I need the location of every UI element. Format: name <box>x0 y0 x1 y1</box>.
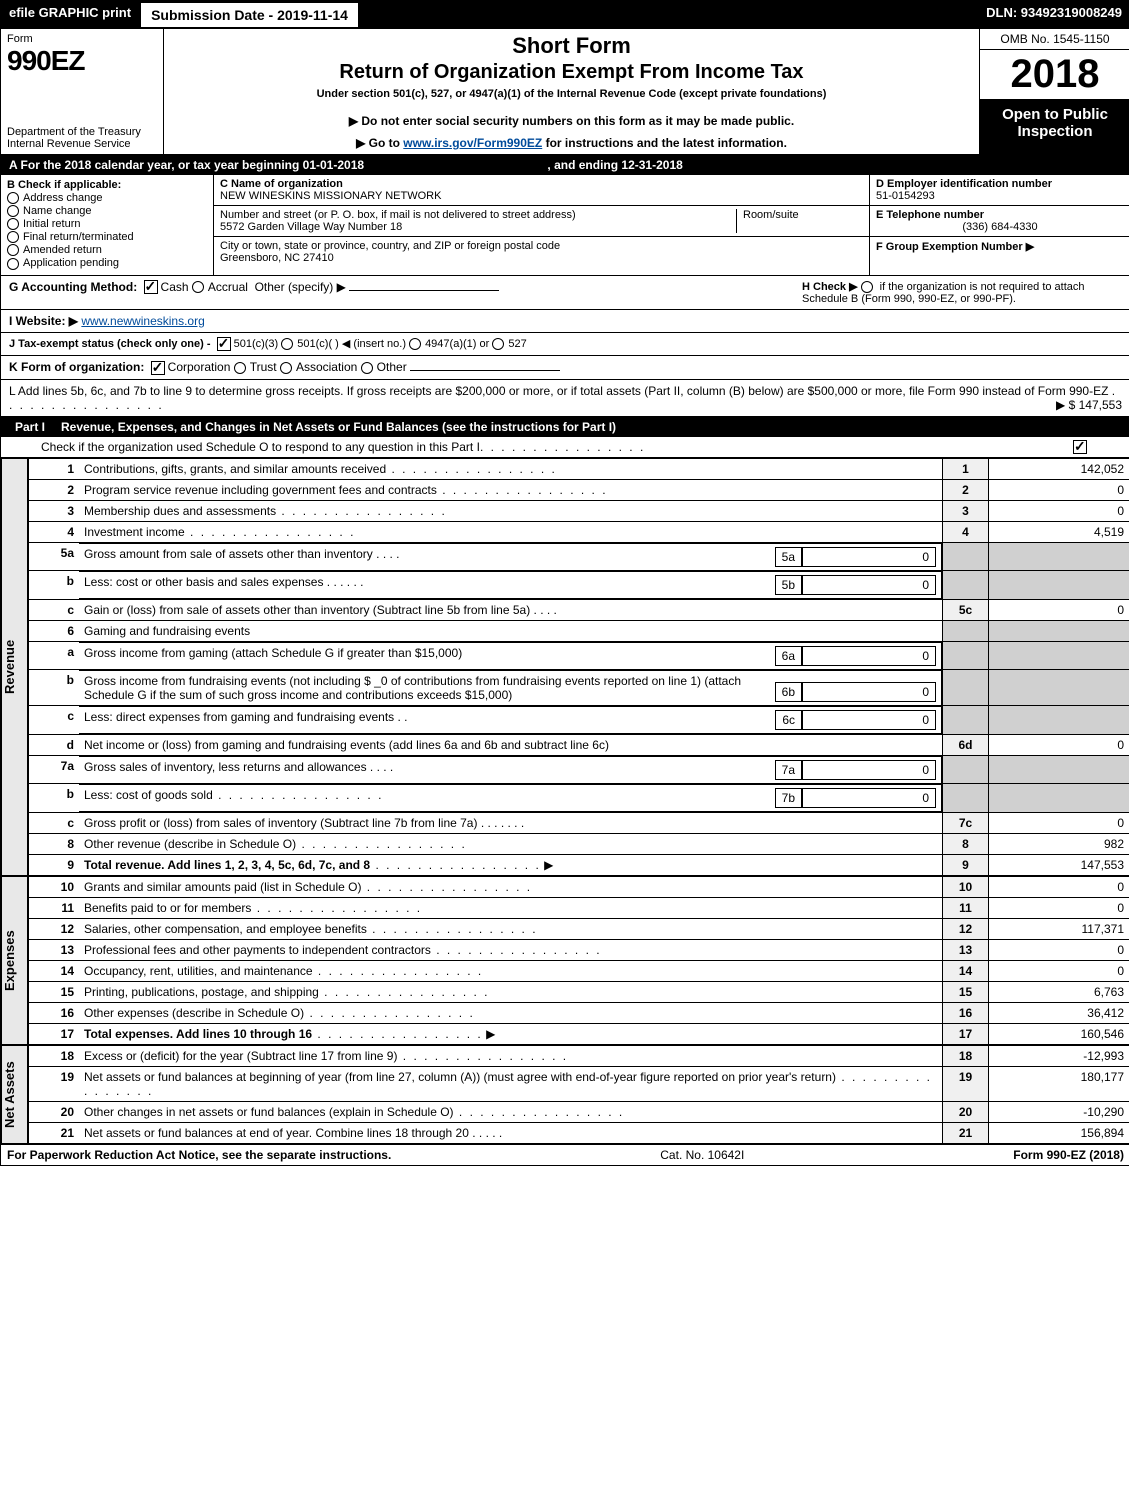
header-right: OMB No. 1545-1150 2018 Open to Public In… <box>979 29 1129 154</box>
line-3: 3Membership dues and assessments30 <box>29 500 1129 521</box>
submission-date: Submission Date - 2019-11-14 <box>139 1 360 29</box>
info-section: B Check if applicable: Address change Na… <box>1 175 1129 276</box>
line-5b: bLess: cost or other basis and sales exp… <box>29 571 1129 600</box>
form-number: 990EZ <box>7 45 157 77</box>
line-6: 6Gaming and fundraising events <box>29 620 1129 641</box>
line-14: 14Occupancy, rent, utilities, and mainte… <box>29 960 1129 981</box>
room-suite: Room/suite <box>736 209 863 233</box>
phone: (336) 684-4330 <box>876 221 1124 233</box>
dln-number: DLN: 93492319008249 <box>978 1 1129 29</box>
ein: 51-0154293 <box>876 190 935 202</box>
accrual-checkbox[interactable] <box>192 281 204 293</box>
line-17: 17Total expenses. Add lines 10 through 1… <box>29 1023 1129 1044</box>
paperwork-notice: For Paperwork Reduction Act Notice, see … <box>7 1148 391 1162</box>
line-7b: bLess: cost of goods sold7b0 <box>29 784 1129 813</box>
irs-link[interactable]: www.irs.gov/Form990EZ <box>403 136 542 150</box>
return-title: Return of Organization Exempt From Incom… <box>174 61 969 84</box>
line-6a: aGross income from gaming (attach Schedu… <box>29 641 1129 670</box>
line-19: 19Net assets or fund balances at beginni… <box>29 1066 1129 1101</box>
line-10: 10Grants and similar amounts paid (list … <box>29 876 1129 897</box>
under-section: Under section 501(c), 527, or 4947(a)(1)… <box>174 88 969 100</box>
tax-year-row: A For the 2018 calendar year, or tax yea… <box>1 155 1129 175</box>
revenue-side-label: Revenue <box>1 458 28 876</box>
goto-notice: ▶ Go to www.irs.gov/Form990EZ for instru… <box>174 136 969 150</box>
form-ref: Form 990-EZ (2018) <box>1013 1148 1124 1162</box>
schedule-o-checkbox[interactable] <box>1073 440 1087 454</box>
net-assets-side-label: Net Assets <box>1 1045 28 1144</box>
line-7c: cGross profit or (loss) from sales of in… <box>29 812 1129 833</box>
website-link[interactable]: www.newwineskins.org <box>81 314 204 328</box>
gross-receipts: ▶ $ 147,553 <box>1056 398 1122 412</box>
website-row: I Website: ▶ www.newwineskins.org <box>1 310 1129 333</box>
line-7a: 7aGross sales of inventory, less returns… <box>29 755 1129 784</box>
tax-exempt-row: J Tax-exempt status (check only one) - 5… <box>1 333 1129 356</box>
part1-check-row: Check if the organization used Schedule … <box>1 437 1129 458</box>
short-form-title: Short Form <box>174 33 969 59</box>
line-2: 2Program service revenue including gover… <box>29 479 1129 500</box>
header-left: Form 990EZ Department of the Treasury In… <box>1 29 164 154</box>
expenses-side-label: Expenses <box>1 876 28 1045</box>
revenue-section: Revenue 1Contributions, gifts, grants, a… <box>1 458 1129 876</box>
line-12: 12Salaries, other compensation, and empl… <box>29 918 1129 939</box>
open-public: Open to Public Inspection <box>980 100 1129 154</box>
line-9: 9Total revenue. Add lines 1, 2, 3, 4, 5c… <box>29 854 1129 875</box>
top-bar: efile GRAPHIC print Submission Date - 20… <box>1 1 1129 29</box>
cash-checkbox[interactable] <box>144 280 158 294</box>
cat-number: Cat. No. 10642I <box>660 1148 744 1162</box>
form-label: Form <box>7 33 157 45</box>
form-990ez-page: efile GRAPHIC print Submission Date - 20… <box>0 0 1129 1166</box>
line-13: 13Professional fees and other payments t… <box>29 939 1129 960</box>
line-5a: 5aGross amount from sale of assets other… <box>29 542 1129 571</box>
header: Form 990EZ Department of the Treasury In… <box>1 29 1129 155</box>
h-check: H Check ▶ if the organization is not req… <box>802 280 1122 305</box>
line-15: 15Printing, publications, postage, and s… <box>29 981 1129 1002</box>
line-1: 1Contributions, gifts, grants, and simil… <box>29 458 1129 479</box>
k-row: K Form of organization: Corporation Trus… <box>1 356 1129 380</box>
street-address: 5572 Garden Village Way Number 18 <box>220 221 402 233</box>
section-def: D Employer identification number 51-0154… <box>869 175 1129 275</box>
ssn-notice: ▶ Do not enter social security numbers o… <box>174 114 969 128</box>
line-6b: bGross income from fundraising events (n… <box>29 670 1129 706</box>
line-16: 16Other expenses (describe in Schedule O… <box>29 1002 1129 1023</box>
omb-number: OMB No. 1545-1150 <box>980 29 1129 50</box>
dept-treasury: Department of the Treasury Internal Reve… <box>7 126 157 150</box>
org-name: NEW WINESKINS MISSIONARY NETWORK <box>220 190 441 202</box>
tax-year: 2018 <box>980 50 1129 100</box>
line-11: 11Benefits paid to or for members110 <box>29 897 1129 918</box>
section-b: B Check if applicable: Address change Na… <box>1 175 214 275</box>
part1-header: Part I Revenue, Expenses, and Changes in… <box>1 417 1129 437</box>
line-21: 21Net assets or fund balances at end of … <box>29 1122 1129 1143</box>
line-4: 4Investment income44,519 <box>29 521 1129 542</box>
efile-label: efile GRAPHIC print <box>1 1 139 29</box>
expenses-section: Expenses 10Grants and similar amounts pa… <box>1 876 1129 1045</box>
line-5c: cGain or (loss) from sale of assets othe… <box>29 599 1129 620</box>
l-row: L Add lines 5b, 6c, and 7b to line 9 to … <box>1 380 1129 417</box>
line-6c: cLess: direct expenses from gaming and f… <box>29 706 1129 735</box>
city-state-zip: Greensboro, NC 27410 <box>220 252 334 264</box>
line-20: 20Other changes in net assets or fund ba… <box>29 1101 1129 1122</box>
line-8: 8Other revenue (describe in Schedule O)8… <box>29 833 1129 854</box>
line-6d: dNet income or (loss) from gaming and fu… <box>29 734 1129 755</box>
header-center: Short Form Return of Organization Exempt… <box>164 29 979 154</box>
accounting-row: G Accounting Method: Cash Accrual Other … <box>1 276 1129 310</box>
footer: For Paperwork Reduction Act Notice, see … <box>1 1144 1129 1165</box>
line-18: 18Excess or (deficit) for the year (Subt… <box>29 1045 1129 1066</box>
group-exemption: F Group Exemption Number ▶ <box>876 241 1034 253</box>
section-c: C Name of organization NEW WINESKINS MIS… <box>214 175 869 275</box>
net-assets-section: Net Assets 18Excess or (deficit) for the… <box>1 1045 1129 1144</box>
